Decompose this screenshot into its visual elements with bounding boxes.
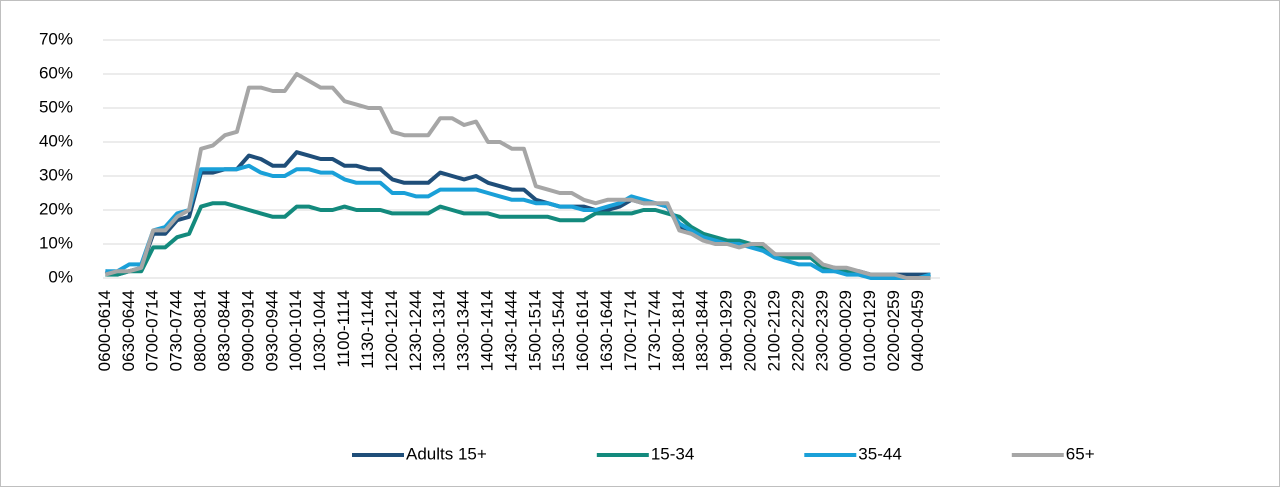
x-tick-label: 0800-0814	[191, 290, 210, 371]
x-tick-label: 1030-1044	[310, 290, 329, 371]
legend-label: Adults 15+	[406, 444, 487, 463]
x-tick-label: 0100-0129	[860, 290, 879, 371]
x-tick-label: 1000-1014	[286, 290, 305, 371]
y-tick-label: 30%	[39, 165, 73, 184]
y-tick-label: 20%	[39, 199, 73, 218]
y-tick-label: 10%	[39, 233, 73, 252]
x-tick-label: 1900-1929	[717, 290, 736, 371]
x-tick-label: 0630-0644	[119, 290, 138, 371]
x-tick-label: 2300-2329	[812, 290, 831, 371]
y-tick-label: 40%	[39, 131, 73, 150]
x-tick-label: 1800-1814	[669, 290, 688, 371]
x-tick-label: 1130-1144	[358, 290, 377, 369]
x-tick-label: 1630-1644	[597, 290, 616, 371]
legend-label: 35-44	[858, 444, 901, 463]
x-tick-label: 0930-0944	[262, 290, 281, 371]
x-tick-label: 1500-1514	[525, 290, 544, 371]
x-tick-label: 1430-1444	[501, 290, 520, 371]
x-tick-label: 1600-1614	[573, 290, 592, 371]
y-tick-label: 0%	[48, 267, 73, 286]
x-tick-label: 2200-2229	[788, 290, 807, 371]
x-tick-label: 1230-1244	[406, 290, 425, 371]
x-tick-label: 2000-2029	[741, 290, 760, 371]
x-tick-label: 0600-0614	[95, 290, 114, 371]
x-tick-label: 0830-0844	[214, 290, 233, 371]
y-tick-label: 60%	[39, 63, 73, 82]
x-tick-label: 1200-1214	[382, 290, 401, 371]
x-tick-label: 0200-0259	[884, 290, 903, 371]
x-tick-label: 0000-0029	[836, 290, 855, 371]
series-line	[105, 201, 931, 280]
x-tick-label: 1300-1314	[430, 290, 449, 371]
series-line	[104, 72, 931, 280]
x-tick-label: 0900-0914	[238, 290, 257, 371]
series-line	[105, 163, 931, 280]
y-tick-label: 70%	[39, 29, 73, 48]
x-tick-label: 0400-0459	[908, 290, 927, 371]
x-tick-label: 1330-1344	[454, 290, 473, 371]
x-tick-label: 1530-1544	[549, 290, 568, 371]
legend-label: 65+	[1066, 444, 1095, 463]
x-tick-label: 1730-1744	[645, 290, 664, 371]
x-tick-label: 1100-1114	[334, 290, 353, 368]
x-tick-label: 1830-1844	[693, 290, 712, 371]
x-tick-label: 1700-1714	[621, 290, 640, 371]
legend-label: 15-34	[651, 444, 694, 463]
x-tick-label: 2100-2129	[764, 290, 783, 371]
y-tick-label: 50%	[39, 97, 73, 116]
x-tick-label: 1400-1414	[478, 290, 497, 371]
x-tick-label: 0730-0744	[167, 290, 186, 371]
x-tick-label: 0700-0714	[143, 290, 162, 371]
